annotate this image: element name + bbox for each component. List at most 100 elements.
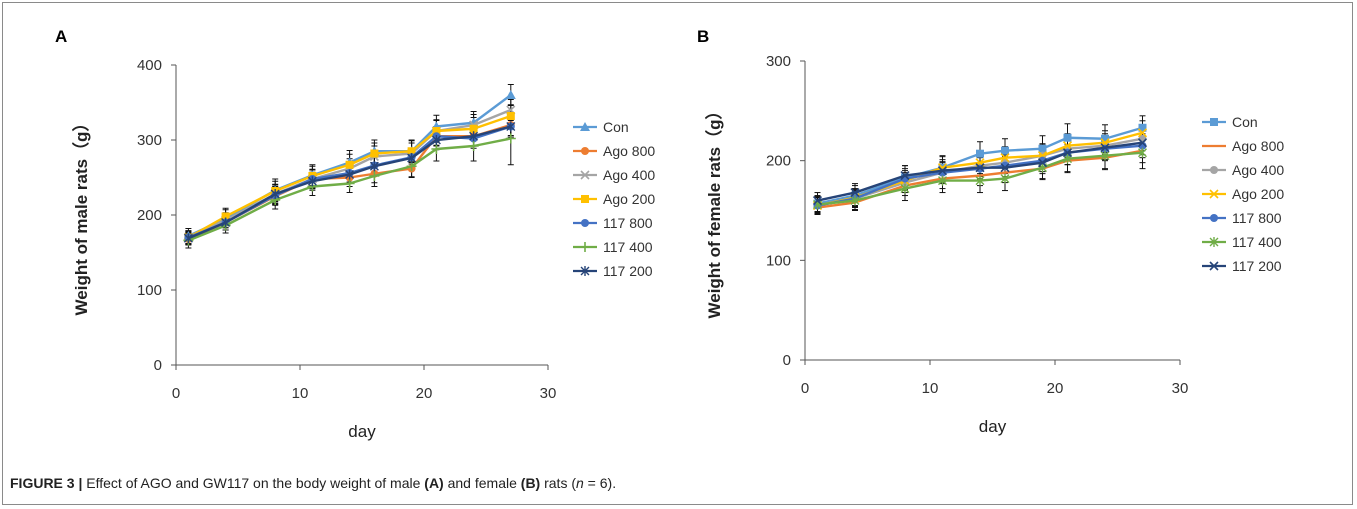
data-point (1038, 144, 1047, 153)
x-tick-label: 20 (1047, 380, 1064, 397)
caption-n: n (576, 475, 584, 491)
legend-marker (1210, 214, 1218, 222)
legend-label: Con (1232, 114, 1258, 130)
legend-label: 117 400 (1232, 234, 1282, 250)
data-point (432, 127, 441, 135)
data-point (345, 160, 354, 169)
data-point (468, 141, 479, 151)
legend-marker (1210, 166, 1218, 174)
caption-ref-a: (A) (424, 475, 444, 491)
data-point (506, 112, 515, 120)
caption-text-1: Effect of AGO and GW117 on the body weig… (82, 475, 425, 491)
chart-panel-a: A 0 100 200 300 400 0 10 20 30 day Weight of male r… (55, 27, 655, 441)
legend-item: 117 200 (1202, 258, 1282, 274)
data-point (1063, 133, 1072, 142)
chart-panel-b: B 0 100 200 300 0 10 20 30 day Weight of female ra… (697, 27, 1284, 436)
legend: Con Ago 800 Ago 400 Ago 200 117 800 117 400 11… (573, 119, 655, 279)
data-point (505, 133, 516, 144)
legend-label: Ago 200 (1232, 186, 1284, 202)
legend-marker (580, 266, 590, 276)
legend-marker (581, 195, 589, 203)
legend-marker (580, 170, 590, 180)
data-point (850, 195, 860, 206)
data-point (900, 183, 910, 194)
x-tick-label: 10 (922, 380, 939, 397)
legend-marker (581, 147, 589, 155)
data-point (1101, 134, 1109, 143)
data-point (345, 169, 355, 180)
legend-label: Con (603, 119, 629, 135)
data-point (1000, 163, 1010, 173)
legend-label: 117 800 (1232, 210, 1282, 226)
legend-label: Ago 200 (603, 191, 655, 207)
legend-marker (580, 242, 590, 252)
data-point (370, 149, 379, 158)
x-tick-label: 20 (416, 385, 433, 402)
legend-label: Ago 800 (603, 143, 655, 159)
data-point (937, 166, 948, 176)
y-tick-label: 200 (766, 153, 791, 170)
legend-label: 117 400 (603, 239, 653, 255)
y-tick-label: 400 (137, 57, 162, 74)
data-point (1062, 141, 1073, 151)
data-point (1137, 128, 1148, 138)
legend-marker (1210, 118, 1218, 126)
data-point (1062, 148, 1073, 158)
legend-label: 117 200 (603, 263, 653, 279)
figure-svg: A 0 100 200 300 400 0 10 20 30 day Weight of male r… (55, 27, 1284, 441)
data-point (431, 144, 442, 154)
data-point (469, 124, 478, 133)
legend-marker (1209, 189, 1219, 199)
x-tick-label: 30 (1172, 380, 1189, 397)
legend-label: Ago 400 (603, 167, 655, 183)
legend-item: Ago 800 (573, 143, 655, 159)
y-tick-label: 300 (766, 53, 791, 70)
legend-item: Con (1202, 114, 1258, 130)
data-point (975, 163, 985, 173)
series-line (817, 151, 1143, 206)
legend-label: 117 800 (603, 215, 653, 231)
y-axis-label: Weight of male rats（g） (71, 115, 91, 316)
data-point (369, 171, 380, 181)
x-axis-label: day (979, 417, 1007, 436)
legend-label: Ago 800 (1232, 138, 1284, 154)
data-point (221, 212, 230, 221)
data-point (938, 175, 947, 186)
series-line (187, 114, 512, 239)
data-point (850, 187, 860, 198)
data-point (221, 217, 231, 228)
legend: Con Ago 800 Ago 400 Ago 200 117 800 117 400 11… (1202, 114, 1284, 274)
data-point (976, 149, 984, 158)
data-point (1138, 123, 1147, 132)
legend-item: 117 400 (573, 239, 653, 255)
y-tick-label: 100 (766, 252, 791, 269)
data-point (183, 233, 193, 244)
series-line (187, 137, 512, 242)
data-point (1000, 153, 1010, 163)
data-point (1137, 138, 1148, 148)
x-tick-label: 0 (172, 385, 180, 402)
y-tick-label: 0 (154, 357, 162, 374)
caption-text-4: = 6). (583, 475, 617, 491)
series-line (817, 126, 1143, 205)
legend-item: 117 200 (573, 263, 653, 279)
data-point (506, 121, 516, 132)
data-point (900, 171, 910, 181)
panel-letter: A (55, 27, 67, 46)
legend-item: Con (573, 119, 629, 135)
data-point (812, 195, 823, 206)
x-tick-label: 10 (292, 385, 309, 402)
legend-item: Ago 400 (1202, 162, 1284, 178)
y-tick-label: 300 (137, 132, 162, 149)
legend-marker (581, 219, 589, 227)
data-point (1100, 143, 1110, 153)
legend-item: Ago 400 (573, 167, 655, 183)
data-point (1000, 173, 1010, 184)
series-6 (183, 121, 516, 244)
data-point (1100, 150, 1110, 161)
legend-marker (580, 122, 590, 131)
series-line (187, 125, 512, 240)
legend-item: Ago 800 (1202, 138, 1284, 154)
data-point (469, 131, 479, 142)
data-point (1037, 158, 1048, 168)
